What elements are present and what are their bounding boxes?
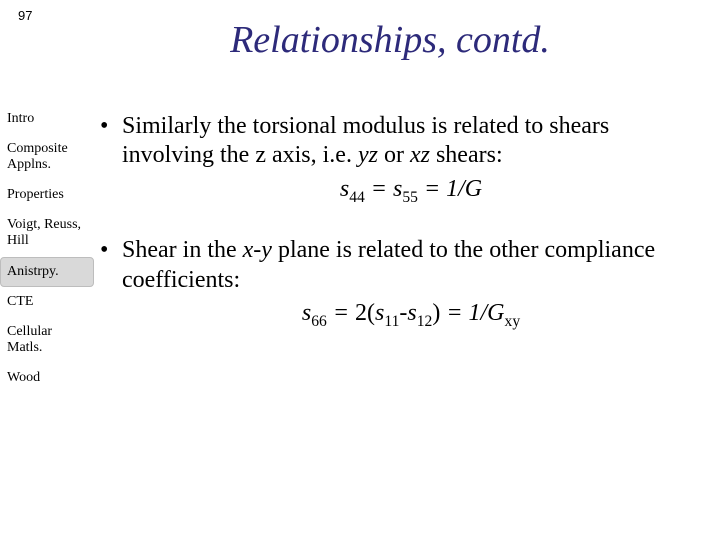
sidebar-item-label: Cellular Matls. xyxy=(7,324,52,355)
bullet-marker: • xyxy=(100,236,122,330)
eq-sub: 55 xyxy=(402,188,418,205)
sidebar: Intro Composite Applns. Properties Voigt… xyxy=(0,104,94,393)
sidebar-item-wood[interactable]: Wood xyxy=(0,363,94,393)
text-span: or xyxy=(378,142,410,168)
equation-2: s66 = 2(s11-s12) = 1/Gxy xyxy=(122,299,700,331)
sidebar-item-label: Composite Applns. xyxy=(7,141,68,172)
eq-lit: 2( xyxy=(355,300,375,326)
sidebar-item-cte[interactable]: CTE xyxy=(0,287,94,317)
page-number: 97 xyxy=(18,8,32,23)
bullet-2: • Shear in the x-y plane is related to t… xyxy=(100,236,700,330)
sidebar-item-voigt[interactable]: Voigt, Reuss, Hill xyxy=(0,210,94,256)
eq-sym: s xyxy=(375,300,384,326)
eq-sub: 66 xyxy=(311,313,327,330)
sidebar-item-label: Wood xyxy=(7,370,40,385)
eq-sym: s xyxy=(393,176,402,202)
eq-op: = xyxy=(327,300,355,326)
sidebar-item-composite[interactable]: Composite Applns. xyxy=(0,134,94,180)
eq-sym: s xyxy=(340,176,349,202)
italic-span: x-y xyxy=(243,237,272,263)
bullet-marker: • xyxy=(100,112,122,206)
italic-span: yz xyxy=(358,142,378,168)
page-title: Relationships, contd. xyxy=(150,18,630,62)
eq-op: = xyxy=(365,176,393,202)
sidebar-item-cellular[interactable]: Cellular Matls. xyxy=(0,317,94,363)
italic-span: xz xyxy=(410,142,430,168)
sidebar-item-label: Voigt, Reuss, Hill xyxy=(7,217,81,248)
eq-sub: 11 xyxy=(384,313,399,330)
eq-sub: xy xyxy=(505,313,521,330)
sidebar-item-label: Anistrpy. xyxy=(7,264,59,279)
text-span: shears: xyxy=(430,142,503,168)
bullet-text: Similarly the torsional modulus is relat… xyxy=(122,112,700,206)
bullet-1: • Similarly the torsional modulus is rel… xyxy=(100,112,700,206)
eq-sub: 44 xyxy=(349,188,365,205)
text-span: Shear in the xyxy=(122,237,243,263)
sidebar-item-label: CTE xyxy=(7,294,33,309)
sidebar-item-properties[interactable]: Properties xyxy=(0,180,94,210)
content: • Similarly the torsional modulus is rel… xyxy=(100,112,700,361)
sidebar-item-anistrpy[interactable]: Anistrpy. xyxy=(0,257,94,287)
sidebar-item-intro[interactable]: Intro xyxy=(0,104,94,134)
eq-op: = xyxy=(418,176,446,202)
eq-rhs: 1/G xyxy=(446,176,482,202)
eq-op: = xyxy=(440,300,468,326)
eq-rhs: 1/G xyxy=(469,300,505,326)
eq-sym: s xyxy=(407,300,416,326)
eq-sym: s xyxy=(302,300,311,326)
eq-sub: 12 xyxy=(417,313,433,330)
equation-1: s44 = s55 = 1/G xyxy=(122,175,700,207)
sidebar-item-label: Properties xyxy=(7,187,64,202)
sidebar-item-label: Intro xyxy=(7,111,34,126)
bullet-text: Shear in the x-y plane is related to the… xyxy=(122,236,700,330)
